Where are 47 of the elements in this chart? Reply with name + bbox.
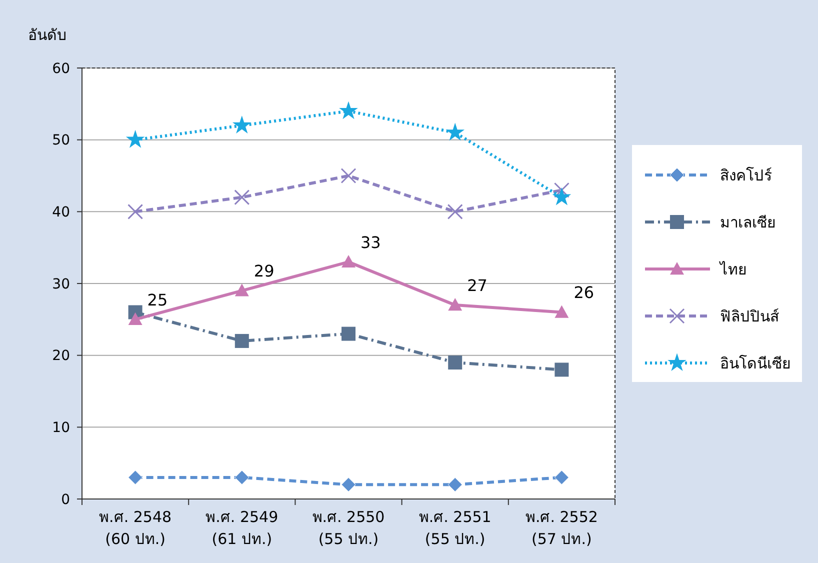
point	[234, 334, 249, 348]
point	[554, 362, 569, 377]
legend-label: อินโดนีเซีย	[720, 354, 791, 372]
x-tick-label: พ.ศ. 2551 (55 ปท.)	[418, 508, 492, 548]
y-tick-label: 0	[61, 492, 70, 508]
point	[339, 101, 358, 120]
point	[342, 326, 356, 341]
y-tick-label: 60	[52, 60, 70, 77]
y-axis-title: อันดับ	[28, 26, 67, 44]
point	[126, 130, 145, 148]
legend-label: สิงคโปร์	[720, 166, 772, 184]
point	[234, 284, 249, 296]
point	[342, 254, 356, 268]
point	[447, 204, 463, 220]
data-label: 33	[360, 232, 381, 252]
y-tick-label: 20	[52, 348, 70, 364]
point	[552, 187, 572, 206]
legend-label: มาเลเซีย	[720, 213, 776, 232]
point	[340, 168, 356, 184]
y-tick-label: 40	[52, 204, 70, 221]
legend-label: ฟิลิปปินส์	[720, 307, 779, 326]
y-tick-label: 30	[52, 276, 70, 292]
data-label: 25	[147, 290, 168, 310]
x-tick-label: พ.ศ. 2550 (55 ปท.)	[312, 508, 385, 548]
point	[554, 182, 570, 198]
point	[448, 477, 462, 492]
point	[234, 470, 250, 485]
point	[128, 312, 142, 326]
data-label: 29	[254, 262, 274, 281]
point	[341, 477, 356, 492]
x-tick-label: พ.ศ. 2552 (57 ปท.)	[525, 508, 598, 548]
y-tick-label: 50	[52, 132, 70, 149]
point	[448, 298, 462, 311]
point	[232, 116, 252, 134]
data-label: 27	[467, 276, 488, 296]
point	[128, 470, 143, 485]
point	[554, 470, 569, 485]
x-tick-label: พ.ศ. 2549 (61 ปท.)	[206, 508, 278, 548]
point	[448, 356, 462, 370]
point	[554, 305, 569, 318]
legend-label: ไทย	[719, 260, 747, 278]
data-label: 26	[574, 283, 594, 302]
point	[446, 122, 465, 141]
point	[128, 204, 144, 220]
x-tick-label: พ.ศ. 2548 (60 ปท.)	[99, 508, 172, 548]
point	[234, 190, 250, 206]
y-tick-label: 10	[52, 420, 70, 436]
